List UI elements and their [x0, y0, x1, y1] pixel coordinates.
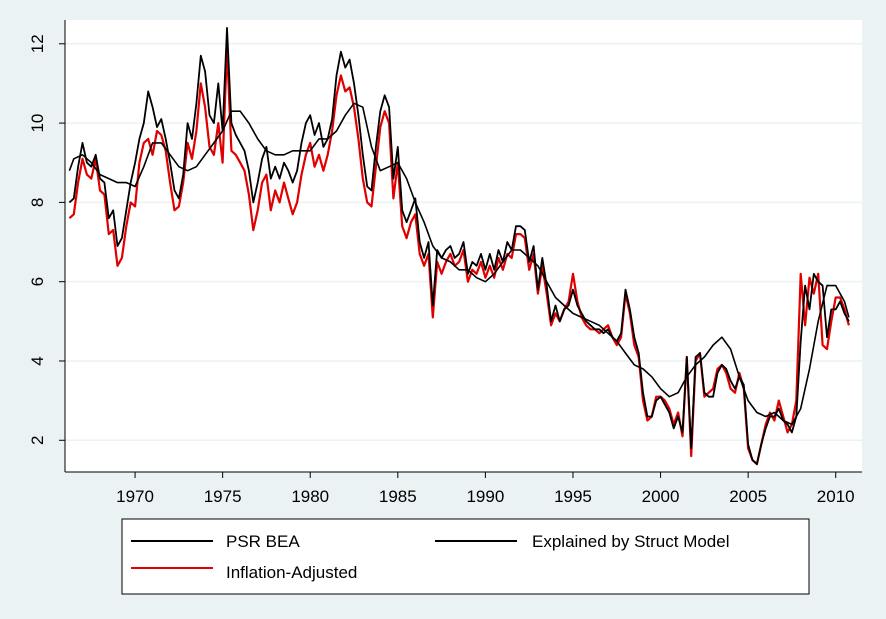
grid-lines [65, 43, 862, 442]
y-tick-label-2: 2 [28, 436, 47, 445]
y-tick-label-12: 12 [28, 34, 47, 53]
x-tick-label-1975: 1975 [204, 487, 242, 506]
y-tick-label-10: 10 [28, 114, 47, 133]
x-tick-label-1985: 1985 [379, 487, 417, 506]
y-axis-ticks: 2 4 6 8 10 12 [28, 34, 65, 445]
y-tick-label-8: 8 [28, 198, 47, 207]
legend-label-psr-bea: PSR BEA [226, 532, 300, 551]
x-axis-ticks: 1970 1975 1980 1985 1990 1995 2000 2005 2010 [116, 472, 855, 506]
series-line-psr-bea [68, 27, 850, 465]
legend-label-inflation-adjusted: Inflation-Adjusted [226, 563, 357, 582]
x-tick-label-1990: 1990 [466, 487, 504, 506]
x-tick-label-2000: 2000 [642, 487, 680, 506]
y-tick-label-6: 6 [28, 277, 47, 286]
series-layer [68, 27, 850, 466]
legend-box [121, 518, 810, 595]
x-tick-label-1980: 1980 [291, 487, 329, 506]
x-tick-label-2005: 2005 [729, 487, 767, 506]
series-line-explained-by-struct-model [68, 102, 850, 426]
x-tick-label-1970: 1970 [116, 487, 154, 506]
series-line-inflation-adjusted [68, 46, 850, 466]
y-tick-label-4: 4 [28, 356, 47, 365]
legend-label-explained: Explained by Struct Model [532, 532, 730, 551]
legend: PSR BEA Explained by Struct Model Inflat… [121, 518, 810, 595]
x-tick-label-1995: 1995 [554, 487, 592, 506]
x-tick-label-2010: 2010 [817, 487, 855, 506]
